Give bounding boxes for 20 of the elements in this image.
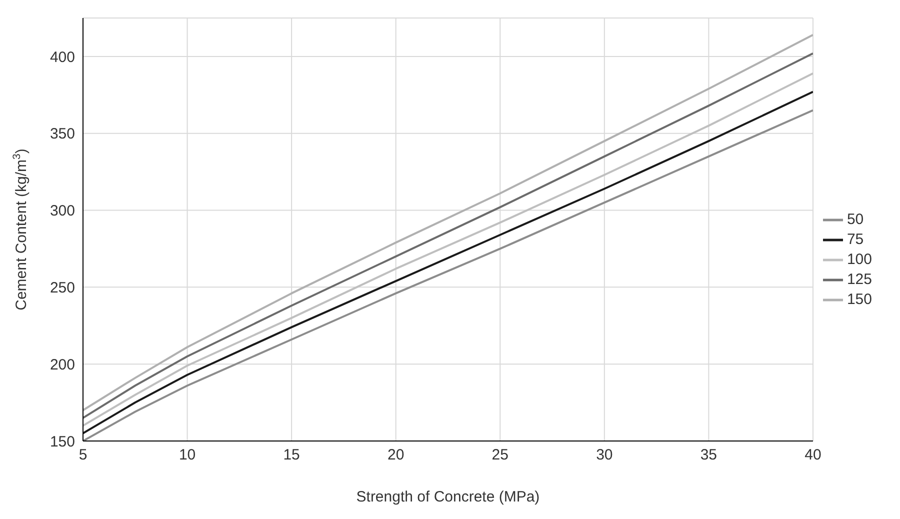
y-tick-label: 400 (50, 48, 75, 66)
y-tick-label: 300 (50, 202, 75, 220)
legend-label: 150 (846, 290, 872, 308)
x-tick-label: 10 (178, 446, 196, 464)
x-tick-label: 5 (78, 446, 88, 464)
legend-label: 125 (846, 270, 872, 288)
x-tick-label: 40 (804, 446, 822, 464)
legend-label: 100 (846, 250, 872, 268)
x-tick-label: 25 (492, 446, 508, 464)
legend-label: 75 (846, 230, 864, 248)
x-tick-label: 15 (283, 446, 300, 464)
x-tick-label: 20 (388, 446, 404, 464)
y-tick-label: 250 (50, 280, 75, 297)
legend-label: 50 (846, 210, 864, 228)
x-tick-label: 35 (700, 446, 718, 464)
y-tick-label: 150 (50, 433, 75, 450)
x-tick-label: 30 (596, 446, 613, 464)
y-tick-label: 200 (50, 356, 75, 374)
y-tick-label: 350 (50, 126, 75, 143)
x-axis-title: Strength of Concrete (MPa) (356, 488, 540, 506)
